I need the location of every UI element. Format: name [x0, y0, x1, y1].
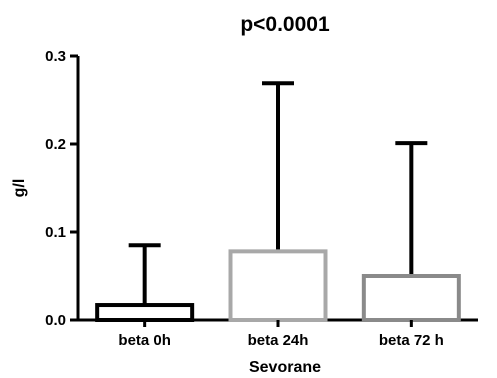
y-tick-label: 0.2	[45, 136, 66, 153]
bar	[361, 274, 461, 322]
x-tick-label: beta 72 h	[379, 332, 444, 349]
y-tick-label: 0.3	[45, 48, 66, 65]
x-tick-label: beta 0h	[118, 332, 171, 349]
chart-title: p<0.0001	[240, 13, 330, 36]
x-tick-label: beta 24h	[248, 332, 309, 349]
y-tick-label: 0.1	[45, 224, 66, 241]
plot-area: 0.0 0.1 0.2 0.3 beta 0h beta 24h beta 72 h	[45, 48, 478, 349]
bar	[95, 303, 195, 323]
x-axis-label: Sevorane	[249, 359, 321, 376]
bar	[228, 249, 328, 322]
y-axis-label: g/l	[11, 179, 28, 198]
y-tick-label: 0.0	[45, 312, 66, 329]
